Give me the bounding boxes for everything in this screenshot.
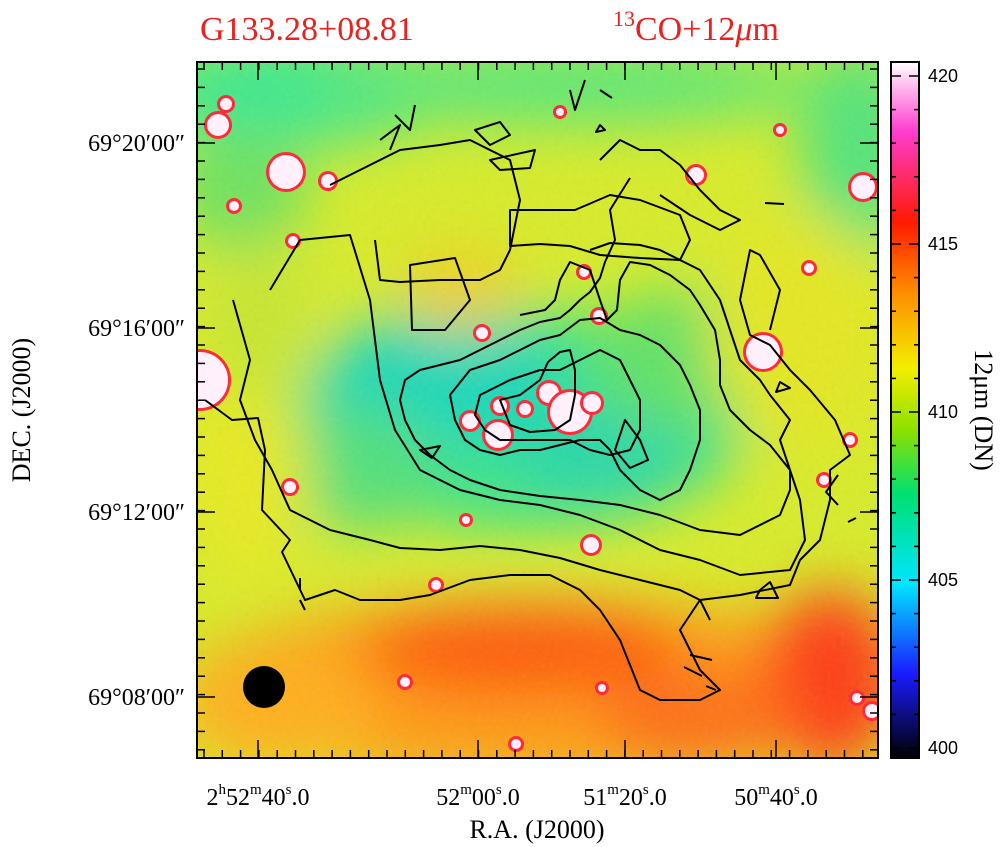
title-tracer-unit: m xyxy=(752,11,778,48)
colorbar-ticks xyxy=(891,75,919,749)
point-source-core xyxy=(865,704,878,718)
point-source-core xyxy=(269,155,303,189)
title-tracer: 13CO+12μm xyxy=(613,6,779,48)
point-source-core xyxy=(476,327,488,339)
contour-level-4 xyxy=(329,139,521,283)
point-source-core xyxy=(485,422,511,448)
point-source-core xyxy=(284,481,296,493)
y-axis-title: DEC. (J2000) xyxy=(7,338,36,482)
contour-level-12 xyxy=(474,349,641,456)
heatmap-image xyxy=(197,62,878,758)
beam-marker xyxy=(243,666,285,708)
contour-level-2 xyxy=(232,299,711,621)
contour-level-7 xyxy=(489,149,536,171)
contour-level-11 xyxy=(449,317,701,501)
point-source-core xyxy=(511,739,521,749)
x-tick-label: 50m40s.0 xyxy=(734,782,818,811)
contour-level-9 xyxy=(599,139,741,231)
y-tick-label: 69°20′00″ xyxy=(88,131,185,157)
colorbar-title: 12μm (DN) xyxy=(969,349,998,471)
point-source-core xyxy=(852,693,862,703)
contour-level-13 xyxy=(499,349,576,433)
point-source-core xyxy=(462,413,478,429)
contour-level-6 xyxy=(509,194,691,261)
colorbar-tick-label: 405 xyxy=(928,570,958,590)
point-source-core xyxy=(220,98,232,110)
colorbar-tick-labels: 400 405 410 415 420 xyxy=(928,66,958,758)
y-tick-label: 69°16′00″ xyxy=(88,316,185,342)
point-source-core xyxy=(819,475,829,485)
x-tick-label: 51m20s.0 xyxy=(583,782,667,811)
point-source-core xyxy=(776,126,784,134)
x-tick-label: 52m00s.0 xyxy=(436,782,520,811)
title-tracer-main: CO+12 xyxy=(635,11,735,48)
point-source-core xyxy=(550,392,590,432)
y-tick-labels: 69°20′00″ 69°16′00″ 69°12′00″ 69°08′00″ xyxy=(88,131,185,711)
contour-level-1 xyxy=(204,249,851,701)
y-tick-label: 69°08′00″ xyxy=(88,685,185,711)
point-source-core xyxy=(431,580,441,590)
point-source-core xyxy=(207,114,229,136)
point-source-core xyxy=(400,677,410,687)
point-source-core xyxy=(583,394,601,412)
title-tracer-sup: 13 xyxy=(613,6,635,31)
plot-frame xyxy=(196,61,879,759)
point-source-core xyxy=(462,516,470,524)
point-source-core xyxy=(197,352,228,408)
title-tracer-mu: μ xyxy=(734,11,752,48)
point-source-core xyxy=(598,684,606,692)
point-source-core xyxy=(746,335,780,369)
point-source-core xyxy=(556,108,564,116)
contour-level-16 xyxy=(299,79,857,691)
point-source-core xyxy=(321,174,335,188)
frame-ticks xyxy=(197,62,878,758)
x-tick-labels: 2h52m40s.0 52m00s.0 51m20s.0 50m40s.0 xyxy=(206,782,817,811)
contour-level-10 xyxy=(399,177,791,536)
point-source-core xyxy=(804,263,814,273)
point-source-core xyxy=(288,236,298,246)
colorbar-tick-label: 400 xyxy=(928,738,958,758)
x-tick-label: 2h52m40s.0 xyxy=(206,782,309,811)
point-source-core xyxy=(583,537,599,553)
contour-level-15 xyxy=(419,445,441,459)
co-contours xyxy=(204,79,857,701)
colorbar xyxy=(890,61,920,759)
colorbar-tick-label: 410 xyxy=(928,402,958,422)
point-source-core xyxy=(229,201,239,211)
point-source-core xyxy=(688,167,704,183)
title-source: G133.28+08.81 xyxy=(200,11,414,48)
contour-level-8 xyxy=(474,121,511,146)
contour-level-3 xyxy=(269,234,806,576)
colorbar-tick-label: 415 xyxy=(928,234,958,254)
contour-level-14 xyxy=(614,419,649,469)
x-axis-title: R.A. (J2000) xyxy=(469,815,604,844)
contour-level-5 xyxy=(409,257,471,331)
point-source-core xyxy=(845,435,855,445)
colorbar-tick-label: 420 xyxy=(928,66,958,86)
point-source-core xyxy=(851,175,875,199)
heatmap-noise xyxy=(197,62,878,758)
y-tick-label: 69°12′00″ xyxy=(88,500,185,526)
point-source-core xyxy=(519,403,531,415)
